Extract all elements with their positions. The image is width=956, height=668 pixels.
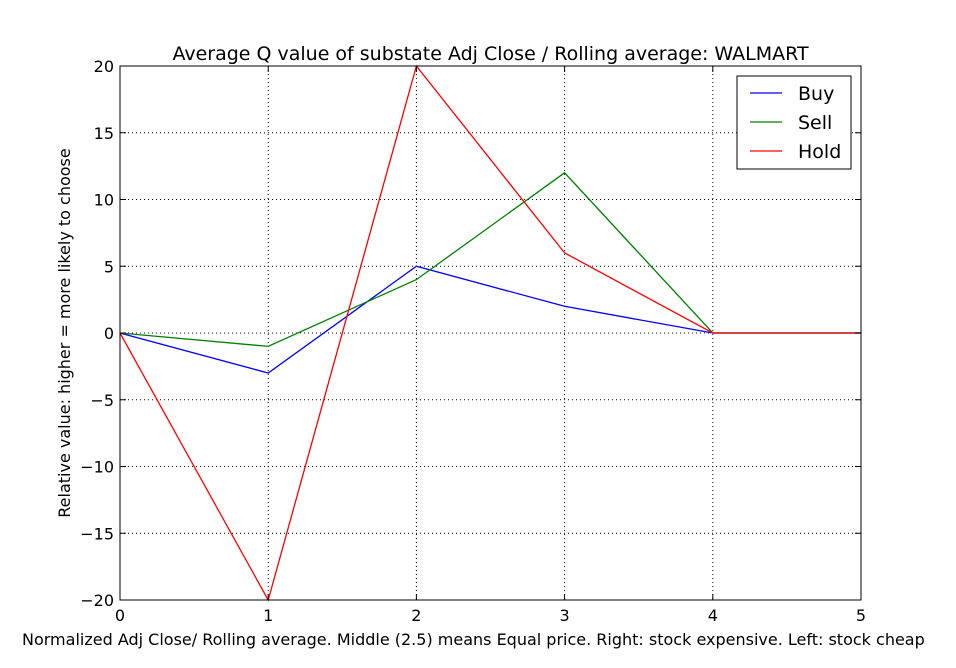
- y-tick-label: −20: [80, 591, 114, 610]
- y-tick-label: 10: [94, 191, 114, 210]
- series-line-buy: [119, 265, 861, 374]
- series-line-hold: [119, 64, 861, 602]
- y-tick-label: 5: [104, 257, 114, 276]
- legend: Buy Sell Hold: [736, 75, 852, 170]
- y-tick-label: −10: [80, 458, 114, 477]
- series-line-sell: [119, 171, 861, 348]
- y-tick-label: −15: [80, 524, 114, 543]
- y-tick-label: 15: [94, 124, 114, 143]
- x-tick-label: 1: [263, 606, 273, 625]
- x-tick-label: 0: [115, 606, 125, 625]
- x-axis-title: Normalized Adj Close/ Rolling average. M…: [22, 630, 925, 649]
- y-tick-label: −5: [90, 391, 114, 410]
- tick-labels: 0 1 2 3 4 5 −20 −15 −10 −5 0 5 10 15 20: [80, 57, 866, 625]
- legend-label-hold: Hold: [798, 141, 841, 163]
- grid: [120, 66, 861, 600]
- x-tick-label: 3: [560, 606, 570, 625]
- axis-ticks: [119, 65, 862, 601]
- chart-title: Average Q value of substate Adj Close / …: [172, 43, 809, 65]
- x-tick-label: 2: [411, 606, 421, 625]
- legend-label-buy: Buy: [798, 83, 834, 105]
- x-tick-label: 4: [708, 606, 718, 625]
- y-tick-label: 0: [104, 324, 114, 343]
- series-lines: [119, 64, 861, 602]
- y-tick-label: 20: [94, 57, 114, 76]
- x-tick-label: 5: [856, 606, 866, 625]
- y-axis-title: Relative value: higher = more likely to …: [55, 148, 74, 517]
- legend-label-sell: Sell: [798, 112, 832, 134]
